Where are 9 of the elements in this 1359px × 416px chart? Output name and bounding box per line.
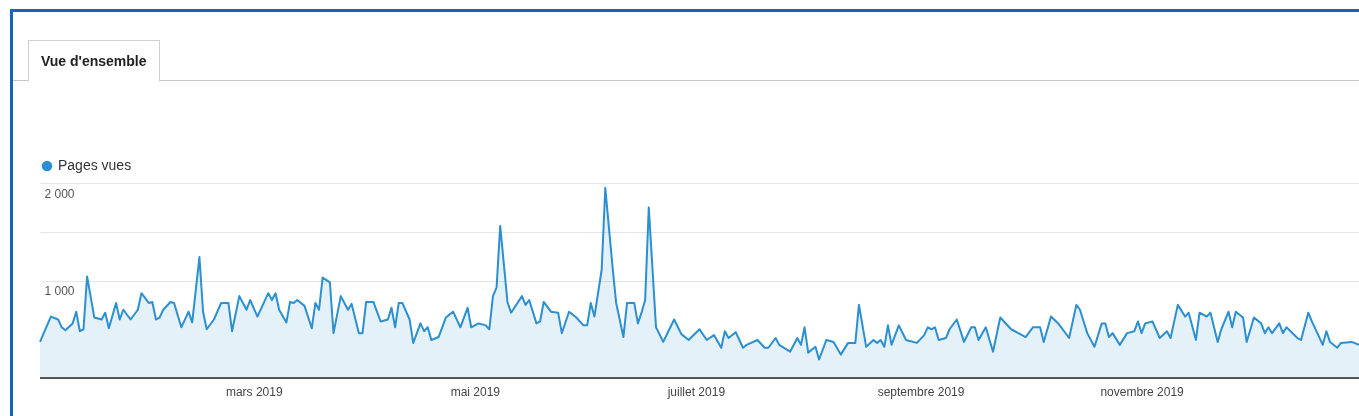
y-tick-label: 2 000 [44, 186, 75, 201]
x-tick-label: mai 2019 [450, 384, 501, 399]
x-tick-label: mars 2019 [225, 384, 283, 399]
x-tick-label: juillet 2019 [666, 384, 726, 399]
legend-label: Pages vues [58, 157, 132, 173]
x-tick-label: septembre 2019 [877, 384, 965, 399]
chart-title: Vue d'ensemble [28, 40, 160, 82]
x-tick-label: novembre 2019 [1100, 384, 1185, 399]
y-tick-label: 1 000 [44, 284, 75, 298]
